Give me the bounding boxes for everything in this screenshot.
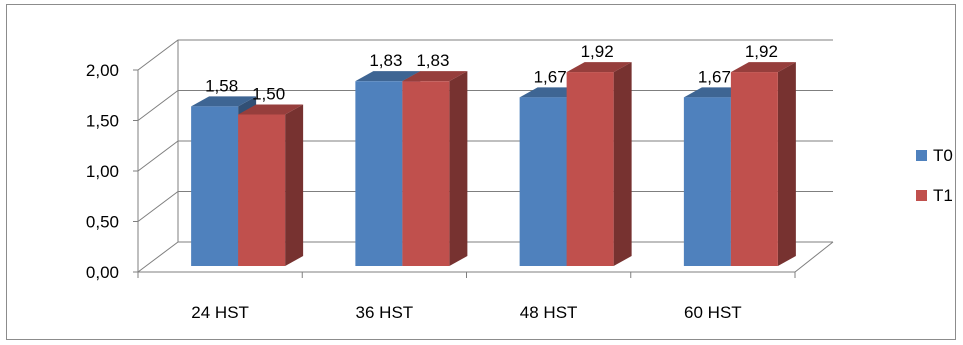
bar-side-t1 bbox=[777, 62, 796, 266]
value-label: 1,92 bbox=[581, 42, 614, 61]
bar-t0 bbox=[191, 106, 239, 266]
x-category-label: 36 HST bbox=[356, 303, 414, 322]
bar-t1 bbox=[402, 81, 450, 266]
legend-label-t1: T1 bbox=[933, 186, 953, 205]
chart-frame bbox=[6, 4, 956, 340]
x-category-label: 24 HST bbox=[191, 303, 249, 322]
bar-top-t1 bbox=[402, 71, 468, 82]
y-tick-label: 0,00 bbox=[86, 263, 119, 282]
axes: 0,00 0,50 1,00 1,50 2,00 24 HST 36 HST 48 HST 60… bbox=[86, 40, 834, 322]
bar-t1 bbox=[730, 72, 778, 266]
y-tick-label: 0,50 bbox=[86, 213, 119, 232]
bar-t0 bbox=[519, 97, 567, 266]
x-category-label: 48 HST bbox=[520, 303, 578, 322]
legend-swatch-t0 bbox=[916, 150, 927, 161]
bars bbox=[191, 62, 796, 266]
legend: T0 T1 bbox=[916, 146, 953, 205]
value-label: 1,67 bbox=[698, 67, 731, 86]
legend-label-t0: T0 bbox=[933, 146, 953, 165]
value-label: 1,83 bbox=[416, 51, 449, 70]
bar-top-t0 bbox=[191, 96, 257, 107]
gridline bbox=[137, 39, 833, 71]
y-tick-label: 1,50 bbox=[86, 112, 119, 131]
bar-top-t1 bbox=[566, 62, 632, 73]
bar-side-t1 bbox=[449, 71, 468, 266]
value-label: 1,92 bbox=[745, 42, 778, 61]
y-tick-label: 1,00 bbox=[86, 162, 119, 181]
bar-t1 bbox=[566, 72, 614, 266]
legend-swatch-t1 bbox=[916, 190, 927, 201]
value-label: 1,67 bbox=[534, 67, 567, 86]
bar-t1 bbox=[238, 114, 286, 266]
value-label: 1,58 bbox=[205, 76, 238, 95]
value-label: 1,83 bbox=[369, 51, 402, 70]
bar-t0 bbox=[683, 97, 731, 266]
bar-top-t1 bbox=[238, 104, 304, 115]
data-labels: 1,58 1,50 1,83 1,83 1,67 1,92 1,67 1,92 bbox=[205, 42, 778, 103]
bar-side-t1 bbox=[285, 104, 304, 266]
x-category-label: 60 HST bbox=[684, 303, 742, 322]
bar-top-t1 bbox=[730, 62, 796, 73]
bar-t0 bbox=[355, 81, 403, 266]
y-tick-label: 2,00 bbox=[86, 61, 119, 80]
bar-side-t1 bbox=[613, 62, 632, 266]
bar-top-t0 bbox=[355, 71, 421, 82]
value-label: 1,50 bbox=[252, 85, 285, 104]
